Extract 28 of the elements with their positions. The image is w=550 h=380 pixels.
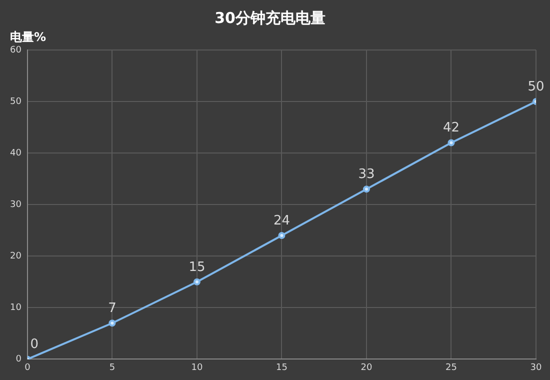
point [362,186,370,193]
chart-title: 30分钟充电电量 [214,8,326,27]
y-tick-label: 0 [16,354,22,365]
data-label: 50 [528,79,544,94]
x-tick-label: 25 [446,362,457,373]
x-tick-label: 0 [24,362,31,373]
y-tick-label: 50 [10,96,22,107]
data-label: 7 [108,301,116,316]
x-tick-label: 20 [360,362,372,373]
point [448,139,455,146]
data-label: 33 [358,167,375,182]
x-tick-label: 30 [530,362,542,373]
y-tick-label: 40 [10,148,22,158]
data-label: 24 [273,213,290,228]
x-tick-label: 10 [191,362,203,373]
y-axis-title: 电量% [10,30,46,44]
x-tick-label: 5 [109,362,116,373]
point [193,278,200,286]
point [278,232,286,240]
data-label: 15 [188,260,206,275]
y-tick-label: 20 [10,251,22,262]
y-tick-label: 30 [10,200,22,210]
y-tick-label: 10 [10,303,22,314]
data-label: 42 [442,120,460,136]
data-label: 0 [30,337,39,352]
y-tick-label: 60 [10,45,22,56]
point [108,320,116,327]
x-tick-label: 15 [276,362,288,373]
